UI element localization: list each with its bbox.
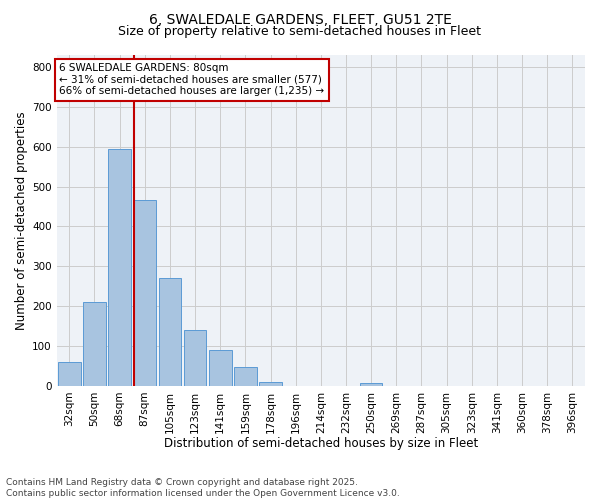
Bar: [58, 362, 80, 386]
Bar: [259, 382, 282, 386]
Y-axis label: Number of semi-detached properties: Number of semi-detached properties: [15, 111, 28, 330]
Text: 6, SWALEDALE GARDENS, FLEET, GU51 2TE: 6, SWALEDALE GARDENS, FLEET, GU51 2TE: [149, 12, 451, 26]
Text: 6 SWALEDALE GARDENS: 80sqm
← 31% of semi-detached houses are smaller (577)
66% o: 6 SWALEDALE GARDENS: 80sqm ← 31% of semi…: [59, 64, 325, 96]
Bar: [184, 330, 206, 386]
Bar: [234, 367, 257, 386]
Bar: [133, 200, 156, 386]
Text: Contains HM Land Registry data © Crown copyright and database right 2025.
Contai: Contains HM Land Registry data © Crown c…: [6, 478, 400, 498]
Bar: [83, 302, 106, 386]
Text: Size of property relative to semi-detached houses in Fleet: Size of property relative to semi-detach…: [119, 25, 482, 38]
Bar: [360, 383, 382, 386]
Bar: [108, 148, 131, 386]
Bar: [158, 278, 181, 386]
Bar: [209, 350, 232, 386]
X-axis label: Distribution of semi-detached houses by size in Fleet: Distribution of semi-detached houses by …: [164, 437, 478, 450]
